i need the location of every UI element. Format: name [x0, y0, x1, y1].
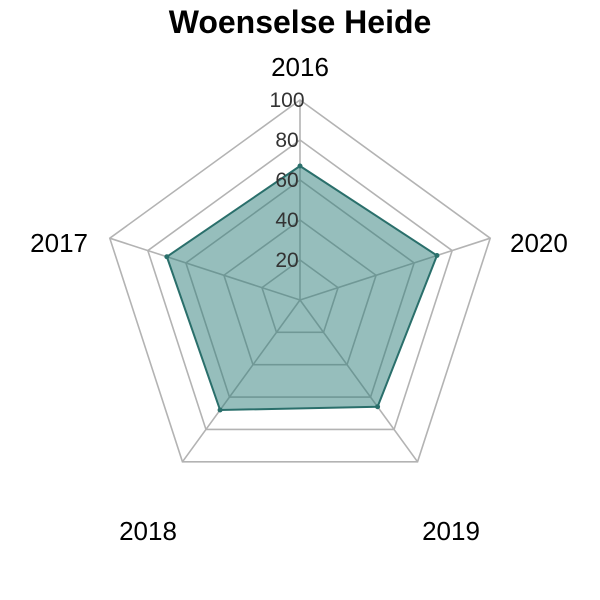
axis-label-2016: 2016 [271, 52, 329, 82]
tick-label-20: 20 [275, 249, 298, 272]
axis-label-2018: 2018 [119, 516, 177, 546]
data-point-2018 [375, 404, 381, 410]
data-point-2016 [297, 163, 303, 169]
grid-ring-80 [146, 139, 454, 431]
data-point-2020 [164, 254, 170, 260]
axis-label-2020: 2020 [510, 228, 568, 258]
axis-label-2019: 2019 [422, 516, 480, 546]
axis-label-2017: 2017 [30, 228, 88, 258]
tick-label-80: 80 [275, 129, 298, 152]
radar-series [164, 163, 440, 413]
radial-ticks: 20 40 60 80 100 [269, 89, 304, 272]
tick-label-100: 100 [269, 89, 304, 112]
tick-label-60: 60 [275, 169, 298, 192]
data-point-2019 [217, 407, 223, 413]
series-area-0 [165, 164, 439, 412]
data-point-2017 [434, 253, 440, 259]
grid-ring-100 [108, 99, 492, 463]
chart-title: Woenselse Heide [169, 4, 432, 40]
tick-label-40: 40 [275, 209, 298, 232]
axis-labels: 2016 2017 2018 2019 2020 [30, 52, 568, 546]
